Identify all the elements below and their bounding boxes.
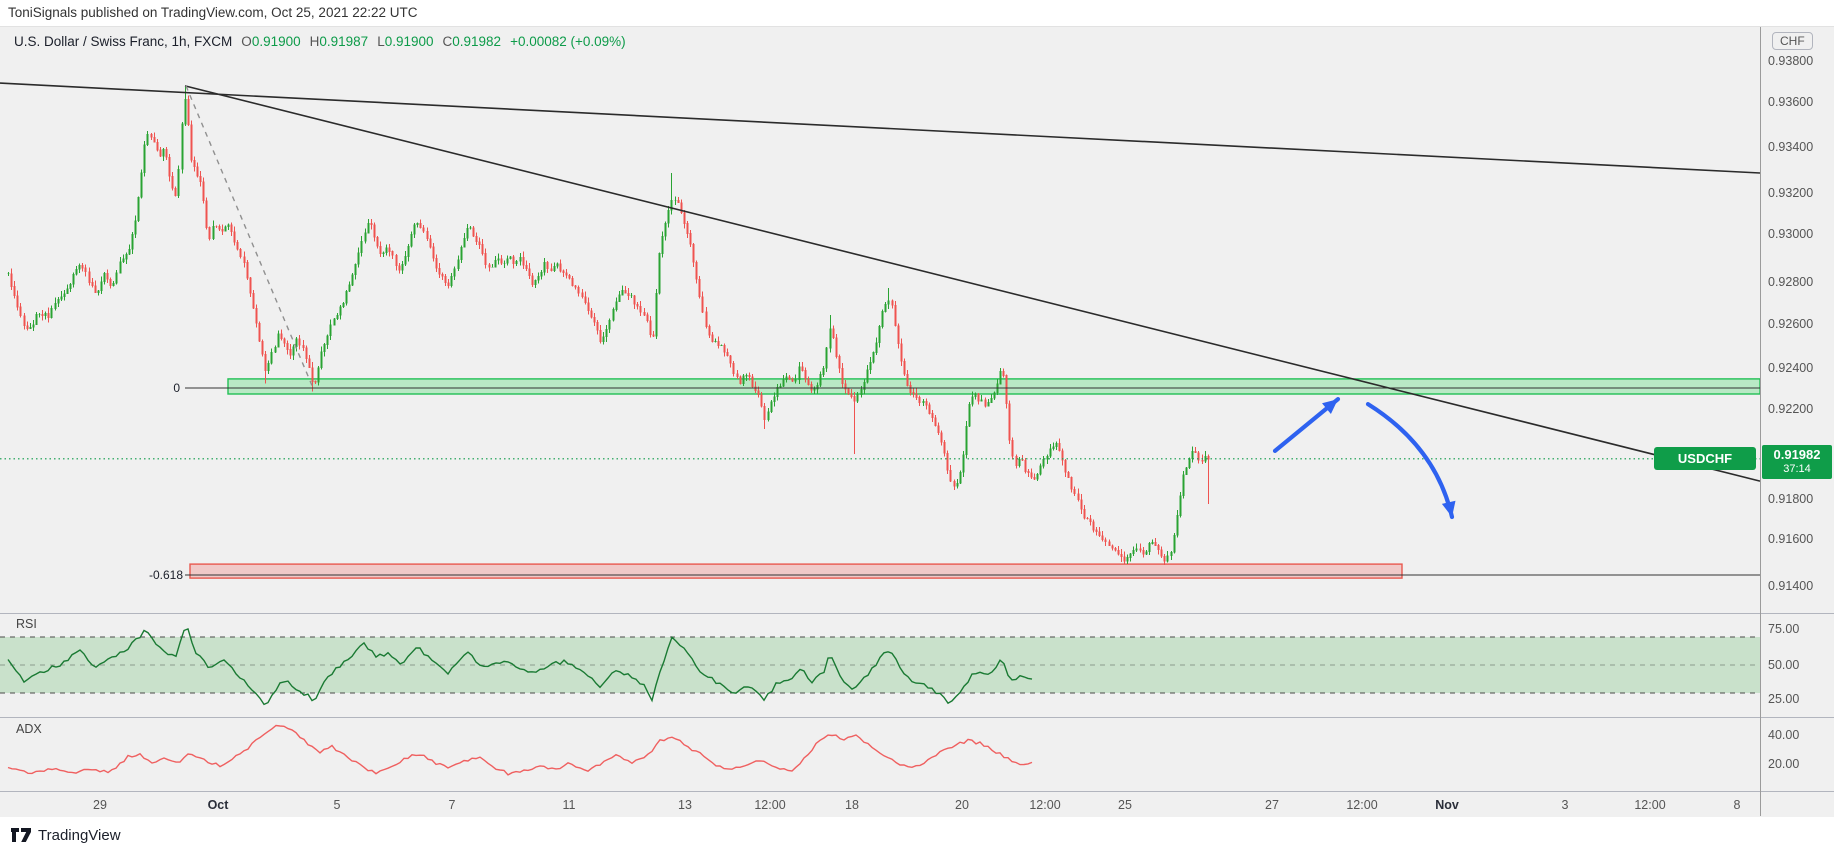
chart-legend: U.S. Dollar / Swiss Franc, 1h, FXCM O0.91… (14, 34, 626, 49)
rsi-indicator-label: RSI (16, 617, 37, 631)
price-axis-label: 0.92800 (1768, 275, 1814, 289)
fib-level-neg-0618-label: -0.618 (148, 568, 183, 582)
time-axis-label: 29 (93, 798, 107, 812)
time-axis-label: 3 (1561, 798, 1569, 812)
price-axis-label: 0.93000 (1768, 227, 1814, 241)
time-axis-label: 7 (448, 798, 456, 812)
bar-countdown: 37:14 (1783, 463, 1811, 476)
chart-canvas[interactable] (0, 27, 1834, 817)
last-price-value: 0.91982 (1773, 447, 1821, 463)
adx-indicator-label: ADX (16, 722, 42, 736)
time-axis-label: 18 (845, 798, 859, 812)
ohlc-o: O0.91900 (241, 34, 301, 49)
time-axis-label: 5 (333, 798, 341, 812)
time-axis-label: 27 (1265, 798, 1279, 812)
price-axis-label: 0.91400 (1768, 579, 1814, 593)
price-axis-label: 0.92400 (1768, 361, 1814, 375)
price-axis-label: 0.92600 (1768, 317, 1814, 331)
time-axis-label: 13 (678, 798, 692, 812)
change-value: +0.00082 (+0.09%) (510, 34, 626, 49)
price-axis-label: 0.91800 (1768, 492, 1814, 506)
time-axis-label: 11 (562, 798, 576, 812)
time-axis-label: Oct (207, 798, 229, 812)
fib-level-0-label: 0 (173, 380, 180, 395)
chart-region[interactable]: U.S. Dollar / Swiss Franc, 1h, FXCM O0.91… (0, 26, 1834, 818)
attribution-text: ToniSignals published on TradingView.com… (8, 5, 418, 20)
footer: TradingView (0, 817, 1834, 853)
indicator-axis-label: 75.00 (1768, 622, 1800, 636)
time-axis-label: 20 (955, 798, 969, 812)
ohlc-c: C0.91982 (442, 34, 502, 49)
price-axis-label: 0.93800 (1768, 54, 1814, 68)
price-label-symbol: USDCHF (1654, 447, 1756, 470)
price-axis-label: 0.93600 (1768, 95, 1814, 109)
last-price-badge: 0.91982 37:14 (1762, 445, 1832, 479)
price-axis-label: 0.92200 (1768, 402, 1814, 416)
indicator-axis-label: 25.00 (1768, 692, 1800, 706)
price-axis-label: 0.93400 (1768, 140, 1814, 154)
ohlc-l: L0.91900 (377, 34, 434, 49)
price-axis-label: 0.93200 (1768, 186, 1814, 200)
time-axis-label: 25 (1118, 798, 1132, 812)
indicator-axis-label: 50.00 (1768, 658, 1800, 672)
time-axis-label: 12:00 (1346, 798, 1378, 812)
brand-name: TradingView (38, 826, 121, 844)
time-axis-label: 12:00 (1029, 798, 1061, 812)
time-axis-label: 12:00 (754, 798, 786, 812)
indicator-axis-label: 40.00 (1768, 728, 1800, 742)
time-axis-label: Nov (1435, 798, 1459, 812)
ohlc-values: O0.91900 H0.91987 L0.91900 C0.91982 (232, 34, 501, 49)
symbol-title: U.S. Dollar / Swiss Franc, 1h, FXCM (14, 34, 233, 49)
ohlc-h: H0.91987 (309, 34, 369, 49)
currency-badge: CHF (1772, 32, 1813, 50)
tradingview-logo-icon (11, 828, 31, 842)
price-axis-label: 0.91600 (1768, 532, 1814, 546)
indicator-axis-label: 20.00 (1768, 757, 1800, 771)
time-axis-label: 8 (1733, 798, 1741, 812)
time-axis-label: 12:00 (1634, 798, 1666, 812)
